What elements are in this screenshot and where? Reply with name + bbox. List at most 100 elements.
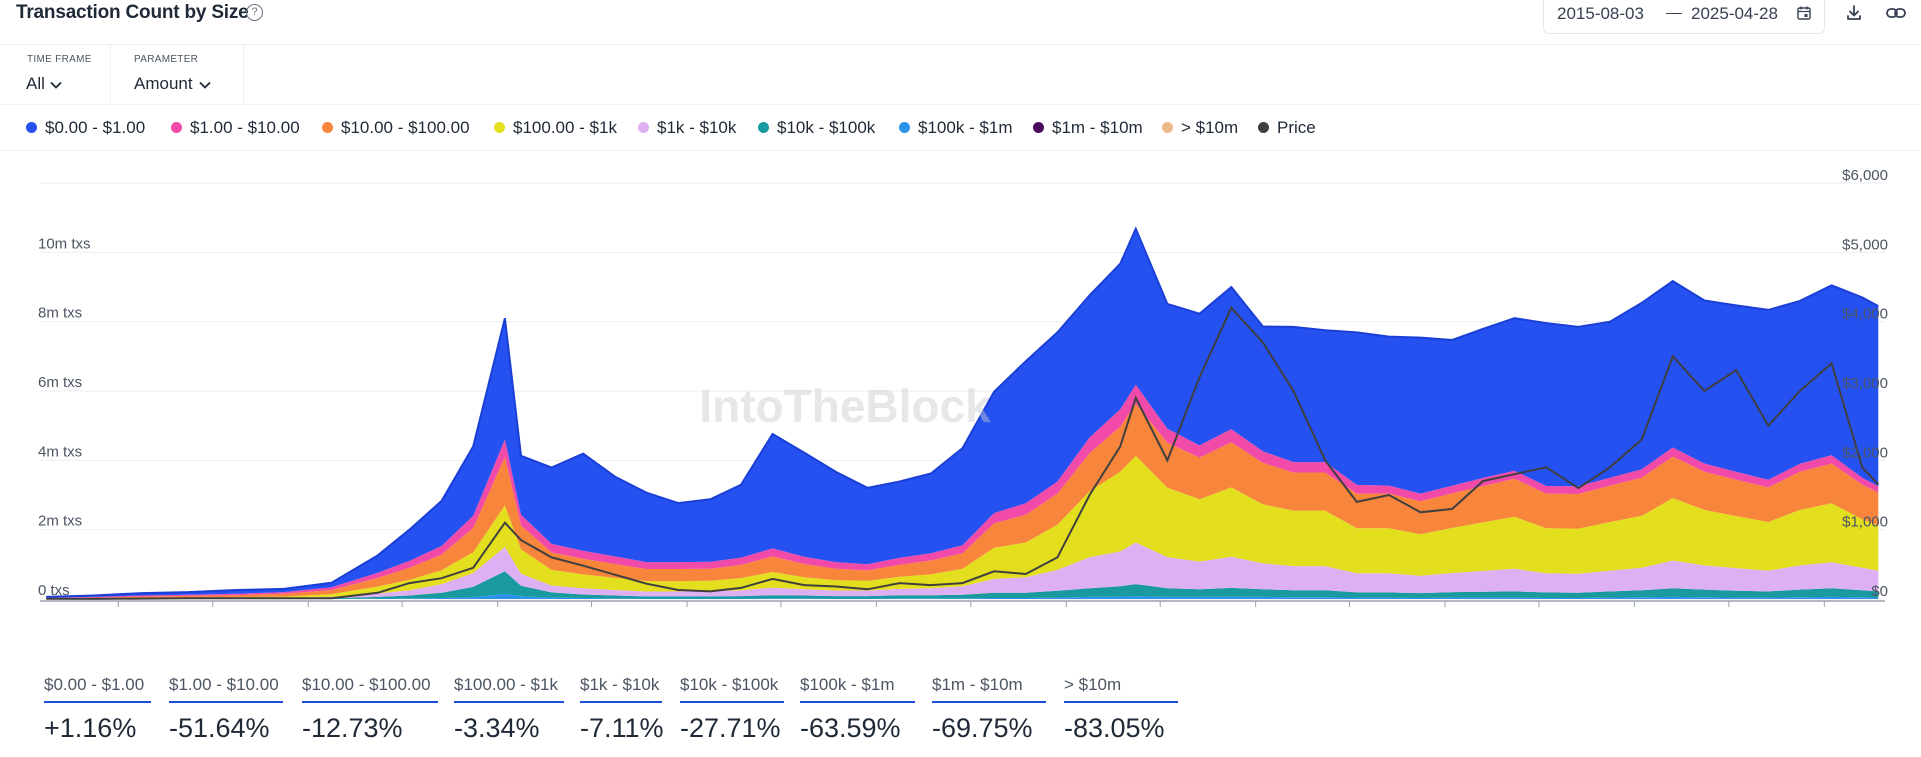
legend-dot: [1162, 122, 1173, 133]
y-tick-label: 2m txs: [38, 513, 82, 530]
change-label: > $10m: [1064, 675, 1178, 703]
legend-label: $10k - $100k: [777, 118, 876, 137]
change-1m-10m: $1m - $10m -69.75%: [932, 675, 1046, 744]
y-tick-label: 8m txs: [38, 305, 82, 322]
legend-item-1m-10m[interactable]: $1m - $10m: [1033, 118, 1143, 138]
change-label: $0.00 - $1.00: [44, 675, 151, 703]
filter-bar: TIME FRAME All PARAMETER Amount: [0, 44, 1921, 105]
legend-label: $1m - $10m: [1052, 118, 1143, 137]
area-10k-100k: [46, 571, 1879, 599]
legend-item-over-10m[interactable]: > $10m: [1162, 118, 1238, 138]
date-separator: [1666, 13, 1682, 14]
legend-item-1-10[interactable]: $1.00 - $10.00: [171, 118, 300, 138]
change-label: $1.00 - $10.00: [169, 675, 283, 703]
legend-label: $100.00 - $1k: [513, 118, 617, 137]
help-icon[interactable]: ?: [246, 4, 263, 21]
legend-item-1k-10k[interactable]: $1k - $10k: [638, 118, 736, 138]
legend-dot: [26, 122, 37, 133]
change-value: -63.59%: [800, 713, 901, 743]
y2-axis: $0 $1,000 $2,000 $3,000 $4,000 $5,000 $6,000: [1842, 167, 1888, 600]
change-over-10m: > $10m -83.05%: [1064, 675, 1178, 744]
x-axis: Jan '16Jul '16Jan '17Jul '17Jan '18Jul '…: [40, 600, 1885, 607]
time-frame-value[interactable]: All: [26, 74, 45, 93]
legend-label: $10.00 - $100.00: [341, 118, 470, 137]
page-title: Transaction Count by Size: [16, 2, 249, 23]
y2-tick-label: $5,000: [1842, 236, 1888, 253]
area-100k-1m: [46, 593, 1879, 599]
change-value: -7.11%: [580, 713, 664, 743]
change-10-100: $10.00 - $100.00 -12.73%: [302, 675, 438, 744]
change-100k-1m: $100k - $1m -63.59%: [800, 675, 915, 744]
legend-item-10-100[interactable]: $10.00 - $100.00: [322, 118, 470, 138]
legend-label: $0.00 - $1.00: [45, 118, 146, 137]
calendar-icon[interactable]: [1797, 6, 1811, 20]
date-range-picker[interactable]: 2015-08-03 2025-04-28: [1543, 0, 1825, 34]
change-label: $10k - $100k: [680, 675, 784, 703]
legend-label: $1.00 - $10.00: [190, 118, 300, 137]
change-value: -12.73%: [302, 713, 403, 743]
change-1k-10k: $1k - $10k -7.11%: [580, 675, 664, 744]
legend-label: > $10m: [1181, 118, 1239, 137]
legend-dot: [322, 122, 333, 133]
change-value: -51.64%: [169, 713, 270, 743]
price-series: [46, 306, 1880, 600]
date-to[interactable]: 2025-04-28: [1691, 4, 1778, 23]
time-frame-label: TIME FRAME: [27, 54, 92, 65]
date-from[interactable]: 2015-08-03: [1557, 4, 1644, 23]
area-series: [46, 226, 1879, 599]
y-tick-label: 4m txs: [38, 443, 82, 460]
download-icon[interactable]: [1845, 4, 1863, 22]
legend-item-100-1k[interactable]: $100.00 - $1k: [494, 118, 617, 138]
change-10k-100k: $10k - $100k -27.71%: [680, 675, 784, 744]
change-value: -69.75%: [932, 713, 1033, 743]
legend-dot: [899, 122, 910, 133]
area-1k-10k: [46, 542, 1879, 599]
chart-header: Transaction Count by Size ? 2015-08-03 2…: [0, 0, 1921, 45]
legend-dot: [758, 122, 769, 133]
chart-legend: $0.00 - $1.00 $1.00 - $10.00 $10.00 - $1…: [0, 104, 1921, 151]
change-value: -83.05%: [1064, 713, 1165, 743]
y2-tick-label: $3,000: [1842, 375, 1888, 392]
change-label: $1k - $10k: [580, 675, 662, 703]
link-icon[interactable]: [1885, 4, 1907, 22]
y2-tick-label: $2,000: [1842, 444, 1888, 461]
y2-tick-label: $6,000: [1842, 167, 1888, 184]
change-1-10: $1.00 - $10.00 -51.64%: [169, 675, 283, 744]
y-tick-label: 0 txs: [38, 582, 70, 599]
legend-item-0-1[interactable]: $0.00 - $1.00: [26, 118, 145, 138]
change-value: -27.71%: [680, 713, 781, 743]
chevron-down-icon[interactable]: [199, 81, 211, 89]
change-value: -3.34%: [454, 713, 540, 743]
watermark: IntoTheBlock: [699, 380, 991, 432]
parameter-filter[interactable]: PARAMETER Amount: [110, 44, 244, 104]
change-label: $1m - $10m: [932, 675, 1046, 703]
legend-item-price[interactable]: Price: [1258, 118, 1316, 138]
parameter-label: PARAMETER: [134, 54, 199, 65]
legend-label: $1k - $10k: [657, 118, 737, 137]
area-outline: [46, 226, 1879, 598]
change-label: $100k - $1m: [800, 675, 915, 703]
legend-dot: [1258, 122, 1269, 133]
time-frame-filter[interactable]: TIME FRAME All: [0, 44, 111, 104]
y-tick-label: 6m txs: [38, 374, 82, 391]
legend-dot: [494, 122, 505, 133]
y2-tick-label: $4,000: [1842, 306, 1888, 323]
area-10-00-100-00: [46, 403, 1879, 599]
legend-item-10k-100k[interactable]: $10k - $100k: [758, 118, 875, 138]
legend-item-100k-1m[interactable]: $100k - $1m: [899, 118, 1013, 138]
change-value: +1.16%: [44, 713, 137, 743]
area-100-00-1k: [46, 455, 1879, 599]
chevron-down-icon[interactable]: [50, 81, 62, 89]
parameter-value[interactable]: Amount: [134, 74, 193, 93]
y2-tick-label: $0: [1871, 583, 1888, 600]
y-axis: 0 txs 2m txs 4m txs 6m txs 8m txs 10m txs: [38, 235, 91, 599]
change-100-1k: $100.00 - $1k -3.34%: [454, 675, 564, 744]
legend-dot: [171, 122, 182, 133]
y-tick-label: 10m txs: [38, 235, 91, 252]
change-label: $100.00 - $1k: [454, 675, 564, 703]
price-line: [46, 306, 1880, 600]
y2-tick-label: $1,000: [1842, 514, 1888, 531]
legend-dot: [638, 122, 649, 133]
change-label: $10.00 - $100.00: [302, 675, 438, 703]
